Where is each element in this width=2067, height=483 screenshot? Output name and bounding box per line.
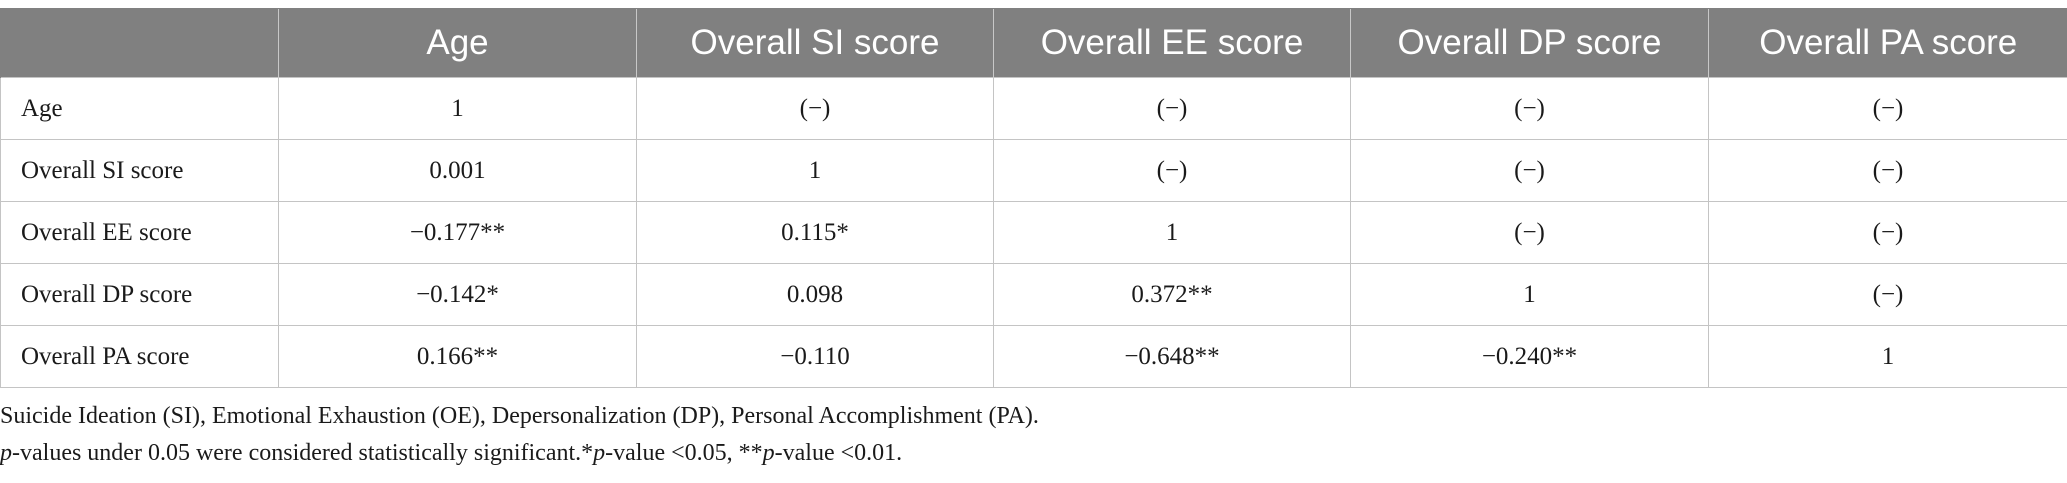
table-row: Overall SI score 0.001 1 (−) (−) (−) xyxy=(0,139,2067,202)
significance-text: -values under 0.05 were considered stati… xyxy=(12,440,594,466)
header-cell-pa: Overall PA score xyxy=(1708,8,2067,78)
table-cell: 0.098 xyxy=(636,263,994,326)
table-row: Overall DP score −0.142* 0.098 0.372** 1… xyxy=(0,263,2067,326)
table-row: Age 1 (−) (−) (−) (−) xyxy=(0,77,2067,140)
table-cell: (−) xyxy=(1350,77,1709,140)
abbreviations-note: Suicide Ideation (SI), Emotional Exhaust… xyxy=(0,403,1039,429)
table-cell: 1 xyxy=(1350,263,1709,326)
header-cell-dp: Overall DP score xyxy=(1350,8,1709,78)
row-label: Overall EE score xyxy=(0,201,279,264)
table-cell: −0.142* xyxy=(278,263,637,326)
table-cell: 0.001 xyxy=(278,139,637,202)
correlation-table-container: Age Overall SI score Overall EE score Ov… xyxy=(0,8,2067,388)
p-symbol: p xyxy=(0,440,12,466)
table-cell: 1 xyxy=(636,139,994,202)
significance-text: -value <0.01. xyxy=(774,440,903,466)
table-cell: 1 xyxy=(993,201,1351,264)
table-cell: (−) xyxy=(1708,201,2067,264)
table-cell: 1 xyxy=(278,77,637,140)
header-cell-si: Overall SI score xyxy=(636,8,994,78)
table-cell: −0.648** xyxy=(993,325,1351,388)
row-label: Overall SI score xyxy=(0,139,279,202)
table-cell: 0.115* xyxy=(636,201,994,264)
table-cell: 0.372** xyxy=(993,263,1351,326)
table-cell: 1 xyxy=(1708,325,2067,388)
table-cell: (−) xyxy=(1708,263,2067,326)
table-cell: (−) xyxy=(1350,201,1709,264)
row-label: Overall DP score xyxy=(0,263,279,326)
table-row: Overall PA score 0.166** −0.110 −0.648**… xyxy=(0,325,2067,388)
p-symbol: p xyxy=(762,440,775,466)
table-cell: (−) xyxy=(1350,139,1709,202)
table-cell: −0.177** xyxy=(278,201,637,264)
table-header: Age Overall SI score Overall EE score Ov… xyxy=(0,8,2067,78)
table-cell: (−) xyxy=(993,77,1351,140)
significance-note: p-values under 0.05 were considered stat… xyxy=(0,435,1039,472)
header-row: Age Overall SI score Overall EE score Ov… xyxy=(0,8,2067,78)
header-cell-ee: Overall EE score xyxy=(993,8,1351,78)
header-cell-age: Age xyxy=(278,8,637,78)
table-cell: (−) xyxy=(1708,77,2067,140)
table-cell: 0.166** xyxy=(278,325,637,388)
header-cell-empty xyxy=(0,8,279,78)
significance-text: -value <0.05, ** xyxy=(605,440,763,466)
row-label: Overall PA score xyxy=(0,325,279,388)
table-cell: (−) xyxy=(993,139,1351,202)
table-cell: (−) xyxy=(1708,139,2067,202)
p-symbol: p xyxy=(593,440,606,466)
table-footnotes: Suicide Ideation (SI), Emotional Exhaust… xyxy=(0,398,1039,472)
table-cell: −0.240** xyxy=(1350,325,1709,388)
table-body: Age 1 (−) (−) (−) (−) Overall SI score 0… xyxy=(0,77,2067,388)
table-cell: −0.110 xyxy=(636,325,994,388)
table-cell: (−) xyxy=(636,77,994,140)
table-row: Overall EE score −0.177** 0.115* 1 (−) (… xyxy=(0,201,2067,264)
row-label: Age xyxy=(0,77,279,140)
correlation-table: Age Overall SI score Overall EE score Ov… xyxy=(0,8,2067,388)
